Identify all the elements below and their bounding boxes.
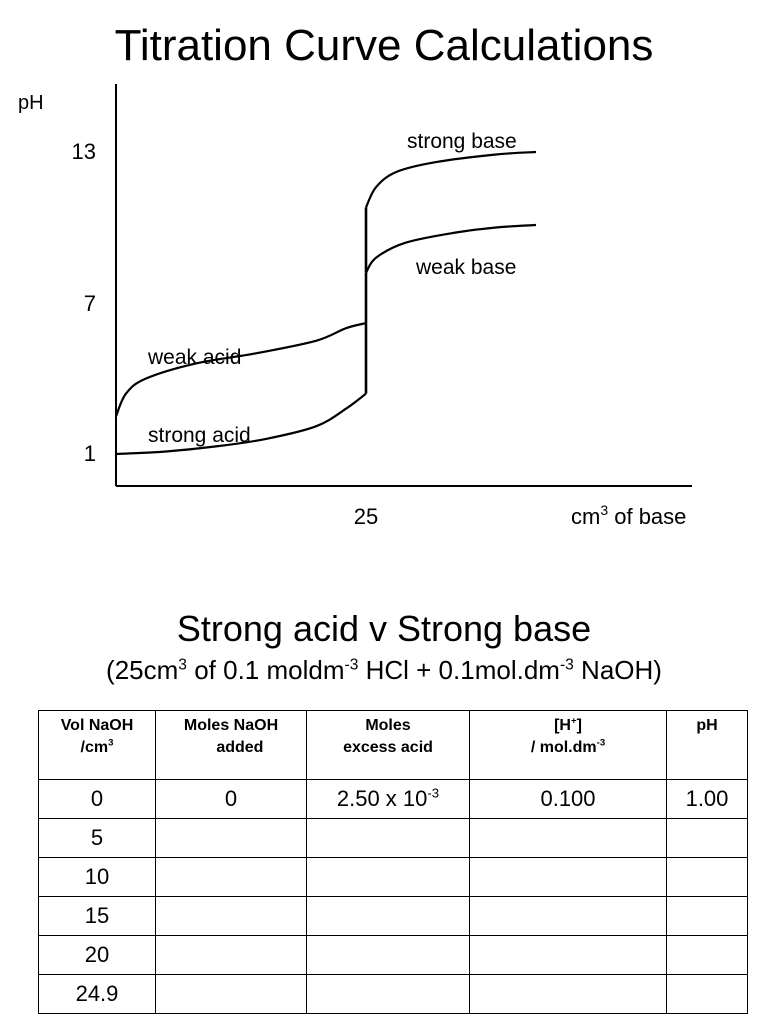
table-row: 0 0 2.50 x 10-3 0.100 1.00 [38, 779, 748, 819]
strong-acid-curve [115, 392, 367, 456]
chart-axes [115, 84, 692, 487]
chart-labels: pH 13 7 1 25 cm3 of base strong acid weak acid s… [18, 92, 686, 529]
header-moles-naoh-added: Moles NaOH added [155, 710, 307, 780]
cell-excess-acid: 2.50 x 10-3 [306, 779, 470, 819]
cell-ph [666, 974, 748, 1014]
cell-ph [666, 896, 748, 936]
cell-ph [666, 857, 748, 897]
table-row: 5 [38, 818, 748, 858]
cell-vol: 5 [38, 818, 156, 858]
section-title: Strong acid v Strong base [176, 608, 592, 649]
cell-h-concentration [469, 857, 667, 897]
table-row: 20 [38, 935, 748, 975]
cell-excess-acid [306, 974, 470, 1014]
cell-excess-acid [306, 857, 470, 897]
y-tick-label: 13 [72, 139, 96, 164]
strong-acid-curve-label: strong acid [148, 424, 251, 447]
y-axis-label: pH [18, 92, 44, 114]
weak-acid-curve-label: weak acid [147, 346, 241, 369]
chart-curves [114, 150, 537, 456]
strong-base-curve-label: strong base [407, 130, 517, 153]
cell-vol: 24.9 [38, 974, 156, 1014]
cell-ph: 1.00 [666, 779, 748, 819]
cell-vol: 0 [38, 779, 156, 819]
cell-h-concentration [469, 974, 667, 1014]
cell-excess-acid [306, 896, 470, 936]
cell-excess-acid [306, 818, 470, 858]
section-subtitle: (25cm3 of 0.1 moldm-3 HCl + 0.1mol.dm-3 … [106, 655, 662, 685]
cell-ph [666, 818, 748, 858]
cell-h-concentration [469, 935, 667, 975]
y-tick-label: 1 [84, 441, 96, 466]
strong-base-curve [364, 150, 537, 208]
cell-moles-added [155, 974, 307, 1014]
cell-moles-added: 0 [155, 779, 307, 819]
cell-moles-added [155, 857, 307, 897]
cell-moles-added [155, 896, 307, 936]
cell-excess-acid [306, 935, 470, 975]
header-vol-naoh: Vol NaOH/cm3 [38, 710, 156, 780]
cell-ph [666, 935, 748, 975]
header-moles-excess-acid: Moles excess acid [306, 710, 470, 780]
header-h-concentration: [H+] / mol.dm-3 [469, 710, 667, 780]
x-axis-label: cm3 of base [571, 502, 686, 529]
weak-acid-curve [114, 322, 367, 417]
table-header-row: Vol NaOH/cm3 Moles NaOH added Moles exces… [38, 710, 748, 780]
weak-base-curve [365, 223, 537, 274]
cell-vol: 20 [38, 935, 156, 975]
cell-moles-added [155, 935, 307, 975]
weak-base-curve-label: weak base [415, 256, 516, 279]
x-tick-label: 25 [354, 504, 378, 529]
cell-h-concentration [469, 818, 667, 858]
page-title: Titration Curve Calculations [114, 21, 654, 70]
cell-vol: 10 [38, 857, 156, 897]
titration-table: Vol NaOH/cm3 Moles NaOH added Moles exces… [38, 710, 748, 1014]
titration-chart: pH 13 7 1 25 cm3 of base strong acid weak acid s… [18, 84, 692, 529]
cell-h-concentration: 0.100 [469, 779, 667, 819]
cell-h-concentration [469, 896, 667, 936]
y-tick-label: 7 [84, 291, 96, 316]
cell-vol: 15 [38, 896, 156, 936]
table-row: 15 [38, 896, 748, 936]
table-row: 24.9 [38, 974, 748, 1014]
cell-moles-added [155, 818, 307, 858]
table-row: 10 [38, 857, 748, 897]
header-ph: pH [666, 710, 748, 780]
